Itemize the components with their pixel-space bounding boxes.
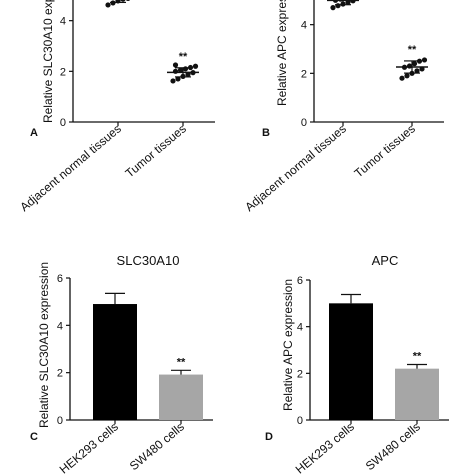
panel-b-ytick-label: 0 (301, 117, 307, 129)
panel-b-point (411, 61, 418, 67)
panel-a-point (192, 63, 199, 69)
panel-b-point (335, 3, 341, 9)
panel-c-letter: C (30, 431, 38, 443)
panel-d-category-label: SW480 cells (363, 420, 423, 474)
panel-d-significance: ** (413, 350, 422, 362)
panel-b-point (414, 68, 420, 74)
panel-c-category-label: HEK293 cells (57, 420, 121, 474)
panel-a-point (170, 78, 176, 84)
panel-b-point (330, 5, 336, 11)
panel-c-category-label: SW480 cells (127, 420, 187, 474)
panel-c-bar (159, 374, 203, 420)
panel-a-point (120, 0, 126, 2)
panel-c-title: SLC30A10 (117, 253, 180, 268)
panel-d-bar (329, 303, 373, 420)
panel-d-ytick-label: 2 (297, 368, 303, 380)
panel-c-significance: ** (177, 356, 186, 368)
panel-d-ytick-label: 6 (297, 275, 303, 287)
panel-b-ytick-label: 2 (301, 68, 307, 80)
panel-b-ytick-label: 4 (301, 20, 307, 32)
panel-a-point (182, 66, 189, 72)
panel-a-point (125, 0, 131, 1)
panel-c-bar (93, 304, 137, 420)
panel-b-point (406, 63, 413, 69)
panel-a-significance: ** (179, 51, 188, 63)
panel-a-ytick-label: 4 (60, 16, 66, 28)
panel-a-category-label: Tumor tissues (123, 122, 189, 181)
panel-d-y-axis-label: Relative APC expression (281, 279, 295, 411)
panel-d-title: APC (372, 253, 399, 268)
panel-b-point (399, 75, 405, 81)
panel-a-point (177, 67, 184, 73)
panel-a-y-axis-label: Relative SLC30A10 expression (41, 0, 55, 123)
panel-b-point (404, 73, 410, 79)
panel-a-letter: A (30, 127, 38, 139)
panel-a-point (172, 68, 179, 74)
panel-b-category-label: Adjacent normal tissues (242, 122, 349, 215)
panel-d-ytick-label: 0 (297, 415, 303, 427)
panel-c-ytick-label: 2 (57, 368, 63, 380)
panel-b-point (345, 0, 351, 5)
panel-c-ytick-label: 0 (57, 415, 63, 427)
panel-b-significance: ** (408, 44, 417, 56)
panel-d-bar (395, 368, 439, 420)
panel-b-point (421, 57, 428, 63)
panel-c-ytick-label: 4 (57, 320, 63, 332)
panel-a-ytick-label: 0 (60, 117, 66, 129)
panel-a-point (172, 62, 179, 68)
panel-d-ytick-label: 4 (297, 322, 303, 334)
panel-a-point (175, 76, 181, 82)
panel-a-ytick-label: 2 (60, 66, 66, 78)
panel-b-letter: B (262, 127, 270, 139)
panel-b-category-label: Tumor tissues (352, 122, 418, 181)
panel-a-point (105, 2, 111, 8)
panel-d-category-label: HEK293 cells (293, 420, 357, 474)
panel-d-letter: D (265, 431, 273, 443)
panel-c-y-axis-label: Relative SLC30A10 expression (37, 262, 51, 428)
panel-b-y-axis-label: Relative APC expression (275, 0, 289, 106)
panel-c-ytick-label: 6 (57, 273, 63, 285)
